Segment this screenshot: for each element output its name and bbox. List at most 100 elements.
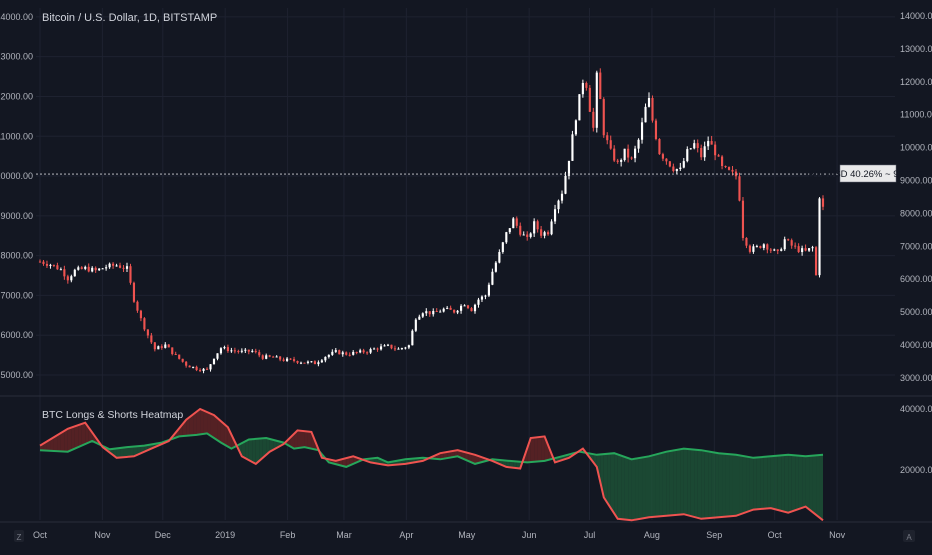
- right-axis-tick-label: 11000.00: [900, 110, 932, 120]
- time-axis-tick-label: May: [458, 530, 476, 540]
- candle-body: [463, 305, 466, 307]
- heatmap-fill-segment: [816, 455, 820, 518]
- candle-body: [251, 350, 254, 352]
- heatmap-fill-segment: [245, 439, 249, 461]
- candle-body: [209, 364, 212, 370]
- candle-body: [317, 362, 320, 365]
- candle-body: [814, 247, 818, 276]
- candle-body: [606, 135, 609, 141]
- candle-body: [794, 245, 797, 247]
- candle-body: [439, 311, 442, 313]
- heatmap-fill-segment: [440, 452, 444, 460]
- candle-body: [282, 359, 285, 361]
- candle-body: [279, 356, 282, 360]
- candle-body: [195, 366, 198, 371]
- price-label-box: [839, 164, 897, 183]
- candle-body: [334, 350, 337, 352]
- candle-body: [755, 246, 758, 248]
- heatmap-fill-segment: [753, 457, 757, 510]
- heatmap-fill-segment: [676, 449, 681, 515]
- candle-body: [752, 246, 755, 252]
- candle-body: [672, 166, 675, 172]
- candle-body: [362, 350, 365, 353]
- heatmap-fill-segment: [603, 453, 608, 503]
- candle-body: [404, 347, 407, 349]
- heatmap-fill-segment: [506, 460, 510, 468]
- candle-body: [453, 309, 456, 313]
- candle-body: [811, 247, 814, 249]
- left-axis-tick-label: 11000.00: [0, 131, 33, 141]
- candle-body: [373, 348, 376, 350]
- candle-body: [721, 156, 724, 167]
- heatmap-fill-segment: [64, 428, 68, 452]
- heatmap-fill-segment: [600, 454, 604, 498]
- candle-body: [609, 140, 612, 149]
- time-axis-tick-label: Mar: [336, 530, 352, 540]
- longs-line: [39, 432, 824, 468]
- candle-body: [487, 284, 490, 296]
- candle-body: [533, 221, 536, 234]
- candle-body: [522, 234, 525, 236]
- heatmap-fill-segment: [210, 413, 214, 438]
- heatmap-fill-segment: [116, 447, 121, 458]
- heatmap-fill-segment: [248, 439, 253, 462]
- heatmap-fill-segment: [649, 455, 653, 518]
- bottom-left-corner[interactable]: Z: [14, 530, 24, 542]
- candle-body: [63, 269, 66, 277]
- bottom-right-corner[interactable]: A: [903, 530, 915, 542]
- candle-body: [658, 139, 661, 155]
- main-pane-title: Bitcoin / U.S. Dollar, 1D, BITSTAMP: [42, 12, 217, 24]
- candle-body: [790, 240, 793, 246]
- candle-body: [132, 282, 136, 302]
- timezone-button[interactable]: [14, 530, 24, 542]
- candle-body: [84, 266, 87, 269]
- candle-body: [153, 342, 156, 350]
- candle-body: [627, 148, 630, 158]
- candle-body: [592, 111, 595, 128]
- candle-body: [125, 266, 129, 269]
- candle-body: [70, 276, 73, 281]
- candle-body: [421, 313, 424, 317]
- candle-body: [682, 161, 685, 168]
- candle-body: [327, 354, 330, 357]
- candle-body: [115, 265, 118, 267]
- candle-body: [808, 248, 811, 251]
- candle-body: [466, 305, 470, 309]
- heatmap-fill-segment: [635, 458, 639, 520]
- candle-body: [783, 239, 786, 250]
- candle-body: [87, 266, 90, 272]
- candle-body: [320, 360, 323, 363]
- candle-body: [91, 267, 94, 272]
- heatmap-fill-segment: [259, 438, 263, 461]
- heatmap-fill-segment: [46, 439, 51, 451]
- time-axis-tick-label: Nov: [94, 530, 111, 540]
- heatmap-fill-segment: [614, 453, 618, 519]
- candle-body: [741, 200, 745, 238]
- candle-body: [797, 246, 800, 253]
- right-axis-tick-label: 7000.00: [900, 241, 932, 251]
- heatmap-fill-segment: [669, 450, 674, 516]
- candle-body: [202, 368, 205, 371]
- heatmap-fill-segment: [301, 430, 305, 448]
- indicator-axis-tick-label: 20000.00: [900, 465, 932, 475]
- candle-body: [595, 72, 598, 128]
- time-axis-tick-label: Jun: [522, 530, 537, 540]
- candle-body: [505, 232, 508, 243]
- candle-body: [181, 358, 184, 362]
- heatmap-fill-segment: [628, 458, 632, 521]
- heatmap-fill-segment: [680, 448, 684, 515]
- heatmap-fill-segment: [809, 455, 813, 513]
- heatmap-fill-segment: [805, 455, 810, 510]
- auto-scale-button[interactable]: [903, 530, 915, 542]
- heatmap-fill-segment: [798, 455, 803, 510]
- heatmap-fill-segment: [67, 427, 72, 452]
- heatmap-fill-segment: [666, 451, 670, 516]
- candle-body: [98, 268, 101, 271]
- candle-body: [66, 276, 69, 281]
- candle-body: [571, 134, 574, 161]
- candle-body: [348, 354, 351, 356]
- candle-body: [787, 239, 790, 241]
- candle-body: [776, 249, 779, 251]
- heatmap-fill-segment: [255, 438, 260, 464]
